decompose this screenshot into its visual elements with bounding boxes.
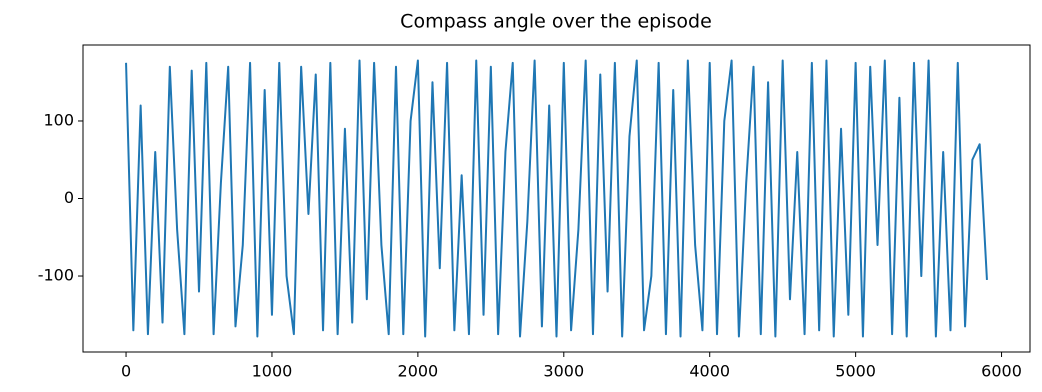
x-tick-label: 6000 [981, 362, 1022, 381]
x-tick-label: 5000 [835, 362, 876, 381]
x-tick-label: 2000 [398, 362, 439, 381]
x-tick-label: 4000 [689, 362, 730, 381]
x-tick-label: 1000 [252, 362, 293, 381]
x-tick-label: 0 [121, 362, 131, 381]
x-tick-label: 3000 [543, 362, 584, 381]
data-line [125, 59, 988, 338]
y-tick-label: 100 [43, 110, 74, 129]
y-tick-label: -100 [38, 266, 74, 285]
chart-title: Compass angle over the episode [400, 11, 712, 33]
y-tick-label: 0 [64, 188, 74, 207]
